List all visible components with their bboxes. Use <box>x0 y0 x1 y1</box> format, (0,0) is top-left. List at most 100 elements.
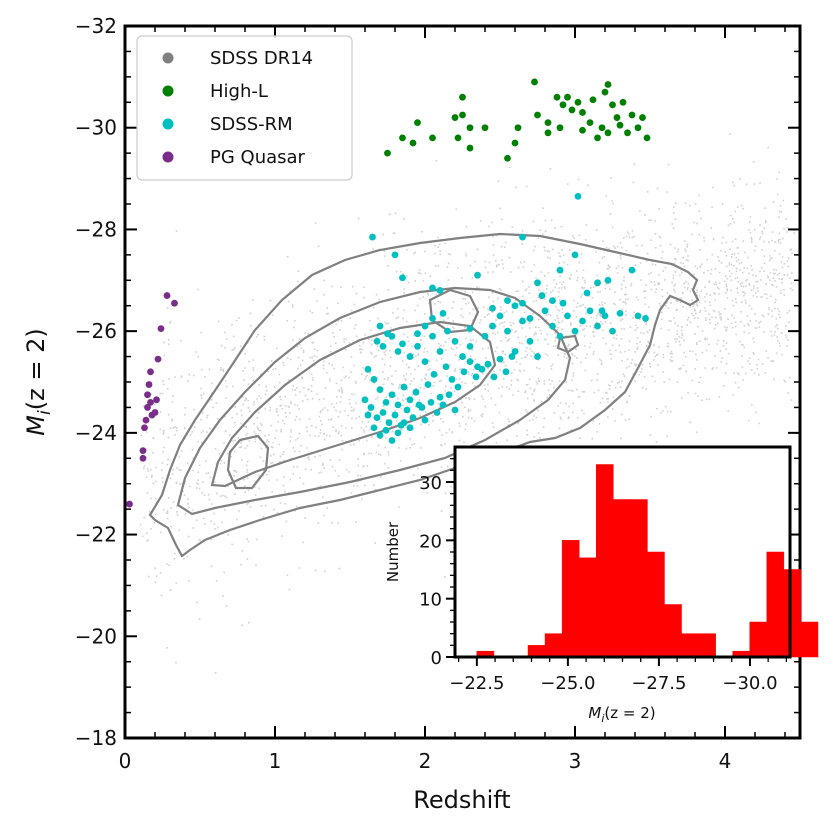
inset-y-tick-label: 0 <box>431 648 442 669</box>
data-point <box>421 416 429 424</box>
data-point <box>412 388 420 396</box>
data-point <box>157 325 165 332</box>
data-point <box>544 119 552 127</box>
histogram-bar <box>681 633 699 658</box>
series-high-l <box>384 78 651 162</box>
data-point <box>436 287 444 294</box>
data-point <box>141 424 148 432</box>
data-point <box>414 119 421 127</box>
data-point <box>376 432 384 439</box>
data-point <box>574 192 582 200</box>
data-point <box>370 376 378 383</box>
y-tick-label: −28 <box>75 217 117 241</box>
data-point <box>556 124 564 132</box>
data-point <box>399 134 406 142</box>
data-point <box>496 312 504 320</box>
data-point <box>604 81 612 88</box>
data-point <box>643 134 651 142</box>
data-point <box>126 500 133 508</box>
data-point <box>511 302 519 310</box>
data-point <box>574 98 582 106</box>
histogram-bar <box>800 621 819 658</box>
contour-inner <box>210 320 497 488</box>
data-point <box>628 111 636 119</box>
data-point <box>489 322 496 330</box>
legend-marker <box>162 52 174 64</box>
data-point <box>444 327 451 335</box>
y-axis-label: Mi(z = 2) <box>22 328 55 435</box>
histogram-bar <box>766 551 785 658</box>
scatter-series <box>126 78 651 508</box>
data-point <box>139 454 147 462</box>
inset-x-label-sub: i <box>601 712 604 725</box>
data-point <box>439 309 447 317</box>
data-point <box>171 299 178 307</box>
data-point <box>579 109 586 116</box>
inset-y-tick-label: 30 <box>419 473 442 494</box>
data-point <box>445 391 453 399</box>
data-point <box>586 307 594 315</box>
legend-item: High-L <box>162 81 268 102</box>
data-point <box>616 121 624 129</box>
data-point <box>634 124 642 132</box>
data-point <box>451 114 459 121</box>
histogram-bar <box>578 557 597 658</box>
data-point <box>534 111 541 119</box>
legend-marker <box>162 118 174 130</box>
data-point <box>448 376 456 383</box>
data-point <box>139 447 147 455</box>
series-pg-quasar <box>126 292 178 508</box>
histogram-bar <box>647 551 665 658</box>
data-point <box>601 88 609 96</box>
data-point <box>478 365 486 373</box>
data-point <box>361 396 369 404</box>
data-point <box>609 101 616 109</box>
data-point <box>541 307 549 315</box>
data-point <box>559 299 567 307</box>
data-point <box>403 406 411 414</box>
contour-mid-hump <box>428 288 480 334</box>
data-point <box>430 370 438 378</box>
data-point <box>586 119 594 127</box>
data-point <box>601 312 609 320</box>
data-point <box>579 317 586 325</box>
data-point <box>391 411 399 419</box>
inset-bars <box>476 464 819 658</box>
contour-outer <box>148 232 700 558</box>
y-tick-label: −18 <box>75 726 117 750</box>
data-point <box>481 124 489 132</box>
legend-marker <box>162 85 174 97</box>
data-point <box>153 396 160 404</box>
data-point <box>147 368 154 376</box>
data-point <box>145 381 153 388</box>
inset-x-label-tail: (z = 2) <box>604 704 655 722</box>
data-point <box>556 332 564 340</box>
data-point <box>421 358 429 366</box>
data-point <box>391 251 399 259</box>
series-sdss-rm <box>361 192 649 444</box>
data-point <box>589 96 597 104</box>
data-point <box>466 325 474 332</box>
data-point <box>384 149 391 157</box>
y-tick-label: −30 <box>75 116 117 140</box>
data-point <box>409 414 417 421</box>
data-point <box>385 419 393 427</box>
legend-item: SDSS-RM <box>162 114 293 135</box>
x-axis-label: Redshift <box>413 786 510 814</box>
histogram-bar <box>749 621 768 658</box>
inset-x-tick-label: −25.0 <box>540 673 595 694</box>
data-point <box>496 355 504 363</box>
legend-item: PG Quasar <box>162 147 306 168</box>
legend-marker <box>162 151 174 163</box>
data-point <box>454 134 462 142</box>
inset-y-axis-label: Number <box>384 521 402 582</box>
data-point <box>504 154 511 162</box>
data-point <box>519 317 526 325</box>
data-point <box>604 129 612 137</box>
data-point <box>373 414 381 421</box>
data-point <box>394 348 402 355</box>
data-point <box>609 327 616 335</box>
histogram-bar <box>698 633 716 658</box>
data-point <box>429 332 436 340</box>
data-point <box>481 332 489 340</box>
